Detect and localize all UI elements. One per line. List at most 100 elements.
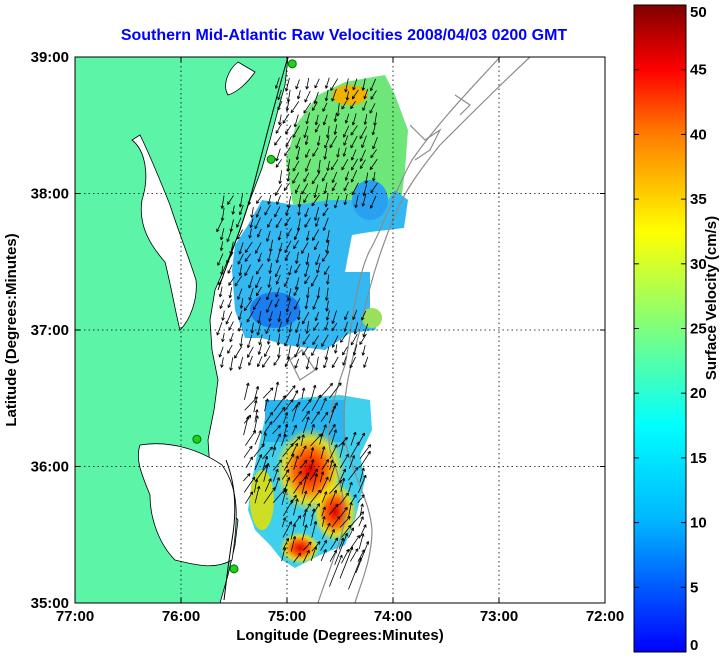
velocity-arrow <box>359 444 372 459</box>
colorbar-gradient <box>633 4 687 653</box>
velocity-arrow <box>311 344 318 357</box>
velocity-arrow <box>258 334 263 346</box>
velocity-arrow <box>329 549 337 562</box>
velocity-arrow <box>319 471 325 483</box>
x-tick-label: 75:00 <box>268 608 306 625</box>
velocity-arrow <box>305 148 310 158</box>
velocity-arrow <box>314 124 320 133</box>
velocity-arrow <box>324 137 330 149</box>
velocity-arrow <box>220 265 224 276</box>
velocity-arrow <box>363 88 369 100</box>
field-green-edge <box>362 308 382 328</box>
velocity-arrow <box>245 456 253 469</box>
velocity-arrow <box>295 146 301 161</box>
velocity-arrow <box>254 217 261 230</box>
velocity-arrow <box>254 409 259 423</box>
velocity-arrow <box>238 356 244 370</box>
colorbar-tick-label: 40 <box>690 126 707 143</box>
velocity-arrow <box>300 434 305 446</box>
velocity-arrow <box>248 355 253 366</box>
velocity-arrow <box>313 184 319 199</box>
velocity-arrow <box>336 103 340 117</box>
velocity-arrow <box>293 240 299 250</box>
velocity-arrow <box>313 91 319 104</box>
velocity-arrow <box>278 170 283 185</box>
velocity-arrow <box>322 114 328 126</box>
velocity-arrow <box>325 300 329 312</box>
velocity-arrow <box>264 398 269 412</box>
velocity-arrow <box>257 344 263 355</box>
velocity-arrow <box>285 125 292 135</box>
velocity-arrow <box>317 159 321 174</box>
velocity-arrow <box>328 423 336 435</box>
velocity-arrow <box>257 228 262 238</box>
velocity-arrow <box>272 459 283 471</box>
velocity-arrow <box>333 112 338 123</box>
velocity-arrow <box>334 532 348 565</box>
velocity-arrow <box>228 276 235 286</box>
field-hot-north <box>332 85 368 105</box>
velocity-arrow <box>319 382 334 399</box>
velocity-arrow <box>316 262 321 274</box>
velocity-arrow <box>274 184 283 196</box>
velocity-arrow <box>257 252 262 263</box>
velocity-arrow <box>370 90 377 100</box>
velocity-arrow <box>254 385 260 400</box>
velocity-arrow <box>334 195 340 209</box>
velocity-arrow <box>331 356 339 369</box>
x-axis-label: Longitude (Degrees:Minutes) <box>236 627 444 644</box>
velocity-arrow <box>293 552 302 563</box>
velocity-arrow <box>363 114 368 125</box>
velocity-arrow <box>372 137 378 150</box>
velocity-arrow <box>237 288 243 300</box>
velocity-arrow <box>315 217 320 227</box>
velocity-arrow <box>266 287 272 301</box>
velocity-arrow <box>304 275 311 285</box>
velocity-arrow <box>350 135 358 149</box>
velocity-arrow <box>314 207 320 221</box>
velocity-arrow <box>293 481 303 494</box>
velocity-arrow <box>331 171 338 184</box>
velocity-arrow <box>320 446 326 460</box>
velocity-arrow <box>275 159 282 168</box>
velocity-arrow <box>273 406 286 423</box>
velocity-arrow <box>301 398 312 412</box>
velocity-arrow <box>359 503 364 517</box>
velocity-arrow <box>321 516 326 527</box>
velocity-arrow <box>247 194 252 206</box>
velocity-arrow <box>297 205 301 216</box>
velocity-arrow <box>370 149 377 159</box>
velocity-arrow <box>331 335 339 348</box>
velocity-arrow <box>339 492 349 506</box>
velocity-arrow <box>330 489 337 506</box>
velocity-arrow <box>262 432 267 448</box>
velocity-arrow <box>311 229 320 241</box>
velocity-arrow <box>303 102 312 114</box>
velocity-arrow <box>239 333 243 347</box>
velocity-arrow <box>358 533 365 550</box>
velocity-arrow <box>291 401 301 412</box>
velocity-arrow <box>305 252 310 265</box>
velocity-arrow <box>321 522 331 540</box>
velocity-arrow <box>304 90 311 103</box>
velocity-arrow <box>288 265 292 276</box>
velocity-arrow <box>268 262 273 274</box>
velocity-vectors <box>216 77 378 590</box>
velocity-arrow <box>237 253 244 265</box>
velocity-arrow <box>320 539 327 551</box>
velocity-arrow <box>303 172 310 183</box>
velocity-arrow <box>331 182 337 192</box>
velocity-arrow <box>350 333 358 346</box>
colorbar-tick-label: 5 <box>690 579 698 596</box>
velocity-arrow <box>238 264 243 276</box>
velocity-arrow <box>351 113 357 126</box>
velocity-arrow <box>329 459 334 470</box>
velocity-arrow <box>238 322 242 332</box>
velocity-arrow <box>274 206 281 218</box>
velocity-arrow <box>331 88 337 102</box>
velocity-arrow <box>370 182 378 194</box>
velocity-arrow <box>264 411 274 424</box>
velocity-arrow <box>237 229 243 240</box>
velocity-arrow <box>267 252 272 262</box>
